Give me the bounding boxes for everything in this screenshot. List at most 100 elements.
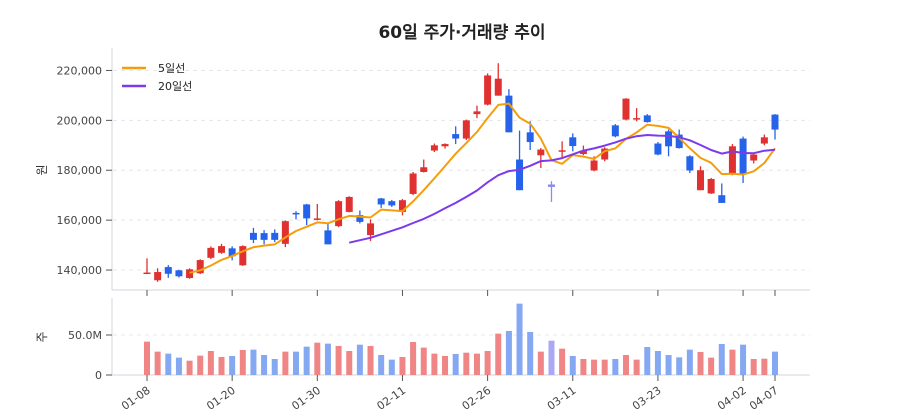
volume-bar xyxy=(144,341,150,375)
candle-body xyxy=(303,204,311,219)
volume-bar xyxy=(431,353,438,375)
candle-body xyxy=(239,246,247,266)
volume-bar xyxy=(686,349,693,375)
candle-body xyxy=(494,78,502,96)
volume-bar xyxy=(261,355,268,375)
legend-label-ma20: 20일선 xyxy=(158,79,192,93)
candle-body xyxy=(569,137,577,147)
volume-bar xyxy=(165,353,172,375)
candle-body xyxy=(186,269,194,279)
volume-bar xyxy=(495,333,502,375)
volume-bar xyxy=(303,346,310,375)
price-y-ticks: 140,000 160,000 180,000 200,000 220,000 xyxy=(57,64,112,277)
x-tick-label: 04-07 xyxy=(747,384,781,413)
volume-bar xyxy=(335,345,342,375)
x-tick-label: 01-20 xyxy=(204,384,238,413)
candle-body xyxy=(207,247,215,258)
volume-bar xyxy=(750,359,757,375)
candle-body xyxy=(696,170,704,191)
volume-bar xyxy=(463,352,470,375)
volume-bar xyxy=(314,342,321,375)
volume-bar xyxy=(356,344,363,375)
volume-bar xyxy=(271,359,278,375)
price-tick-label: 200,000 xyxy=(57,114,103,127)
volume-bar xyxy=(516,303,523,375)
volume-bar xyxy=(569,355,576,375)
volume-bar xyxy=(484,351,491,375)
candle-body xyxy=(154,272,162,281)
candle-body xyxy=(622,98,630,120)
candle-body xyxy=(388,201,396,206)
volume-y-label: 주 xyxy=(35,331,49,342)
legend: 5일선 20일선 xyxy=(122,61,192,93)
price-tick-label: 220,000 xyxy=(57,64,103,77)
volume-bar xyxy=(622,355,629,375)
legend-label-ma5: 5일선 xyxy=(158,61,185,75)
candle-body xyxy=(175,270,183,277)
candle-body xyxy=(367,223,375,236)
candle-body xyxy=(739,138,747,174)
candle-body xyxy=(196,260,204,274)
x-tick-label: 03-11 xyxy=(545,384,579,413)
candle-body xyxy=(398,200,406,212)
candle-body xyxy=(452,134,460,139)
volume-bar xyxy=(239,349,246,375)
price-tick-label: 140,000 xyxy=(57,264,103,277)
volume-bar xyxy=(452,353,459,375)
candle-body xyxy=(686,156,694,171)
volume-bar xyxy=(388,359,395,375)
candle-body xyxy=(484,75,492,105)
volume-bar xyxy=(772,351,778,375)
volume-bar xyxy=(420,347,427,375)
candle-body xyxy=(473,111,481,115)
candle-body xyxy=(505,95,513,133)
volume-bar xyxy=(197,355,204,375)
volume-bar xyxy=(207,351,214,375)
candle-body xyxy=(579,150,587,155)
volume-bar xyxy=(250,349,257,375)
moving-averages xyxy=(189,102,776,274)
volume-bar xyxy=(665,355,672,375)
candle-body xyxy=(430,145,438,151)
candle-body xyxy=(643,115,651,123)
volume-bar xyxy=(697,351,704,375)
candle-body xyxy=(218,246,226,253)
volume-bar xyxy=(633,359,640,375)
volume-tick-label: 50.0M xyxy=(68,329,102,342)
candle-body xyxy=(750,154,758,161)
candle-body xyxy=(601,148,609,160)
candle-body xyxy=(441,144,449,147)
candle-body xyxy=(611,125,619,137)
x-tick-label: 01-08 xyxy=(119,384,153,413)
candle-body xyxy=(164,267,172,274)
price-tick-label: 180,000 xyxy=(57,164,103,177)
candle-body xyxy=(558,150,566,152)
volume-bar xyxy=(537,351,544,375)
candle-body xyxy=(313,218,321,220)
volume-bar xyxy=(601,359,608,375)
volume-bar xyxy=(761,358,768,375)
volume-y-ticks: 0 50.0M xyxy=(68,329,112,382)
volume-bar xyxy=(676,357,683,375)
volume-bar xyxy=(505,331,512,375)
volume-bar xyxy=(293,351,300,375)
volume-bar xyxy=(740,344,747,375)
x-ticks: 01-08 01-20 01-30 02-11 02-26 03-11 03-23 04-02… xyxy=(119,290,781,413)
candle-body xyxy=(516,159,524,191)
x-tick-label: 03-23 xyxy=(630,384,664,413)
price-tick-label: 160,000 xyxy=(57,214,103,227)
candle-body xyxy=(324,230,332,245)
volume-bar xyxy=(654,351,661,375)
price-y-label: 원 xyxy=(35,164,49,175)
volume-bar xyxy=(442,355,449,375)
candle-body xyxy=(249,232,257,240)
volume-bar xyxy=(186,360,193,375)
candle-body xyxy=(409,173,417,194)
candle-body xyxy=(590,160,598,171)
candle-body xyxy=(271,232,279,240)
chart-title: 60일 주가·거래량 추이 xyxy=(378,23,545,43)
price-gridlines xyxy=(113,69,810,271)
candle-body xyxy=(771,114,779,130)
volume-bar xyxy=(154,351,161,375)
